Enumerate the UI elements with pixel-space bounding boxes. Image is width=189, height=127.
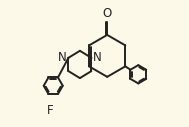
Text: N: N [58, 51, 67, 64]
Text: N: N [93, 51, 102, 64]
Text: F: F [47, 104, 54, 116]
Text: O: O [103, 7, 112, 20]
